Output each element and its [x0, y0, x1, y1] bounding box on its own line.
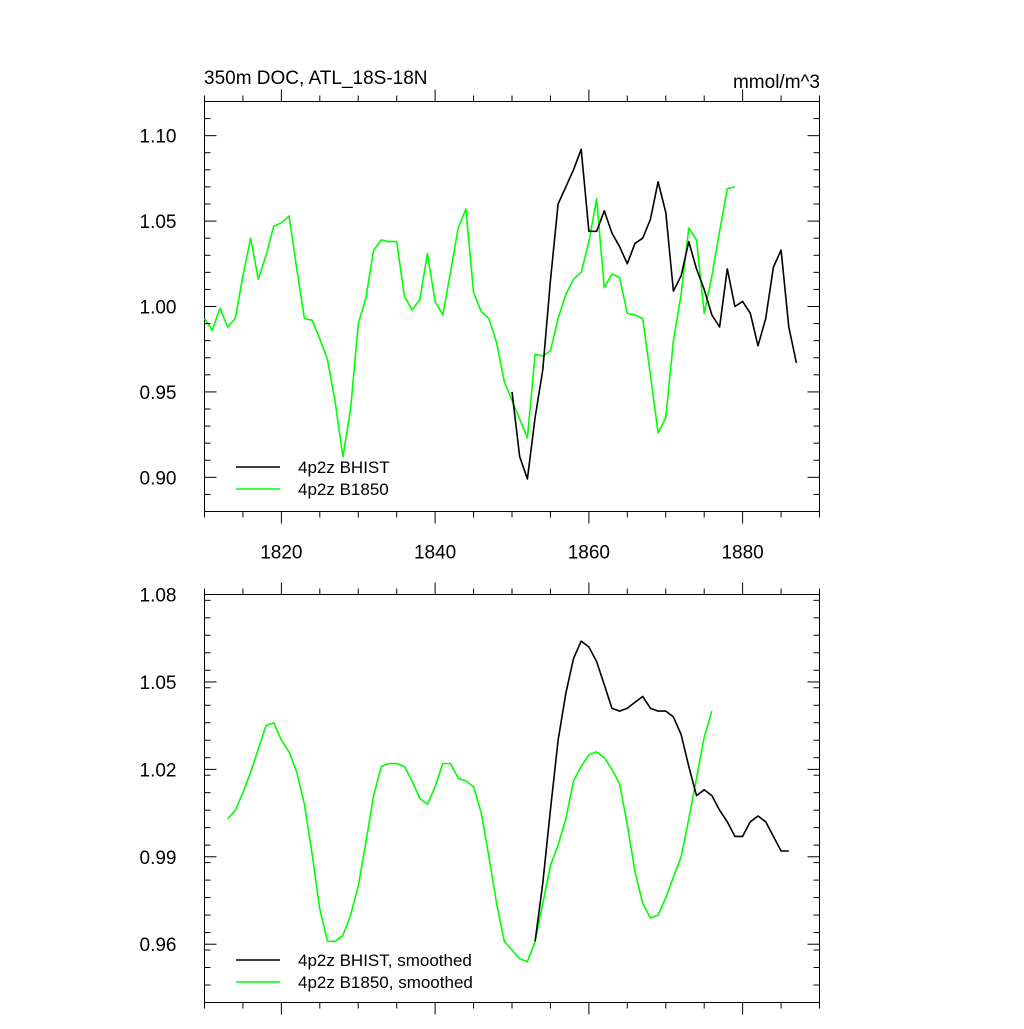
top-tick-layer: 1820 1840 1860 1880 0.90 0.95 1.00 1.05 1.10 [140, 89, 820, 564]
y-tick-label: 0.96 [140, 935, 177, 956]
y-tick-label: 0.99 [140, 848, 177, 869]
y-tick-label: 1.05 [140, 212, 177, 233]
legend-label-b1850-smoothed: 4p2z B1850, smoothed [298, 973, 473, 992]
series-line-4p2z-b1850-smoothed [227, 710, 713, 963]
series-line-4p2z-bhist-smoothed [534, 640, 789, 942]
y-tick-label: 1.02 [140, 760, 177, 781]
units-label: mmol/m^3 [733, 72, 820, 93]
bottom-tick-layer: 0.96 0.99 1.02 1.05 1.08 [140, 582, 820, 1015]
top-plot-frame [204, 101, 820, 512]
bottom-panel: 0.96 0.99 1.02 1.05 1.08 4p2z BHIST, smoothe… [140, 582, 820, 1015]
top-series-layer [203, 148, 798, 480]
x-tick-label: 1880 [721, 543, 763, 564]
series-line-4p2z-bhist [511, 148, 798, 480]
legend-label-bhist: 4p2z BHIST [298, 458, 390, 477]
bottom-series-layer [227, 640, 789, 963]
top-panel: 1820 1840 1860 1880 0.90 0.95 1.00 1.05 1.10 4p2… [140, 89, 820, 564]
y-tick-label: 1.05 [140, 673, 177, 694]
legend-label-b1850: 4p2z B1850 [298, 480, 389, 499]
x-tick-label: 1840 [414, 543, 456, 564]
y-tick-label: 1.08 [140, 586, 177, 607]
bottom-legend: 4p2z BHIST, smoothed 4p2z B1850, smoothe… [236, 951, 473, 992]
bottom-plot-frame [204, 594, 820, 1003]
series-line-4p2z-b1850 [203, 186, 736, 458]
legend-label-bhist-smoothed: 4p2z BHIST, smoothed [298, 951, 472, 970]
x-tick-label: 1860 [568, 543, 610, 564]
x-tick-label: 1820 [260, 543, 302, 564]
top-legend: 4p2z BHIST 4p2z B1850 [236, 458, 390, 499]
y-tick-label: 0.90 [140, 468, 177, 489]
y-tick-label: 1.10 [140, 127, 177, 148]
y-tick-label: 1.00 [140, 298, 177, 319]
y-tick-label: 0.95 [140, 383, 177, 404]
chart-title: 350m DOC, ATL_18S-18N [204, 68, 428, 89]
